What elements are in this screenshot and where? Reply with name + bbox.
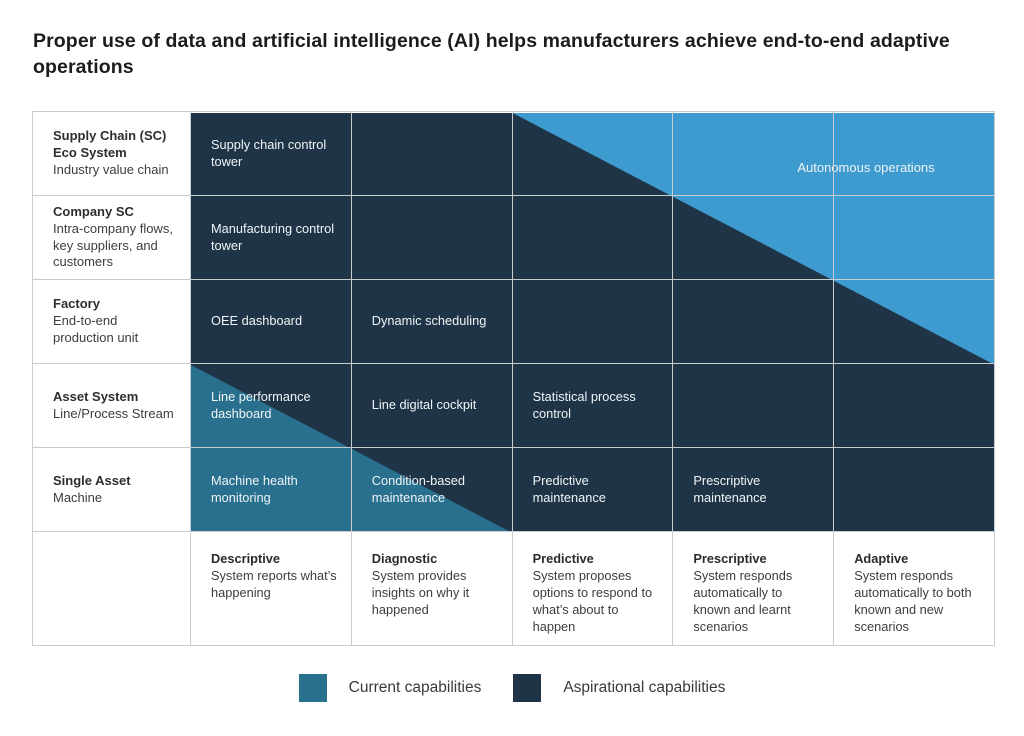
- cell-single-asset-predictive: Predictive maintenance: [512, 448, 674, 532]
- column-term: Diagnostic: [371, 551, 438, 566]
- footer-empty-cell: [33, 532, 191, 646]
- row-label-sub: Machine: [53, 489, 103, 505]
- row-label-title: Factory: [53, 296, 100, 312]
- cell-asset-system-prescriptive: [673, 364, 835, 448]
- column-term: Prescriptive: [693, 551, 767, 566]
- cell-factory-prescriptive: [673, 280, 835, 364]
- row-label-sub: Intra-company flows, key suppliers, and …: [53, 220, 173, 270]
- cell-supply-chain-diagnostic: [351, 112, 513, 196]
- legend-label-aspirational: Aspirational capabilities: [563, 679, 726, 696]
- aspirational-capabilities-swatch: [513, 674, 542, 702]
- row-label-single-asset: Single Asset Machine: [33, 448, 191, 532]
- row-label-title: Company SC: [53, 203, 134, 219]
- row-label-company-sc: Company SC Intra-company flows, key supp…: [33, 196, 191, 280]
- column-term: Adaptive: [854, 551, 909, 566]
- matrix-grid: Supply Chain (SC) Eco System Industry va…: [33, 112, 995, 646]
- cell-single-asset-descriptive: Machine health monitoring: [191, 448, 352, 532]
- cell-company-sc-predictive: [512, 196, 674, 280]
- autonomous-operations-label: Autonomous operations: [797, 160, 935, 175]
- column-term: Descriptive: [211, 551, 280, 566]
- cell-factory-descriptive: OEE dashboard: [191, 280, 352, 364]
- row-label-title: Supply Chain (SC) Eco System: [53, 128, 167, 161]
- column-definition-descriptive: Descriptive System reports what’s happen…: [191, 532, 352, 646]
- cell-supply-chain-adaptive: [834, 112, 995, 196]
- cell-supply-chain-prescriptive: [673, 112, 835, 196]
- cell-company-sc-adaptive: [834, 196, 995, 280]
- cell-company-sc-prescriptive: [673, 196, 835, 280]
- cell-text: Condition-based maintenance: [371, 472, 465, 505]
- cell-company-sc-diagnostic: [351, 196, 513, 280]
- row-label-supply-chain-eco-system: Supply Chain (SC) Eco System Industry va…: [33, 112, 191, 196]
- current-capabilities-swatch: [298, 674, 327, 702]
- cell-asset-system-descriptive: Line performance dashboard: [191, 364, 352, 448]
- matrix-color-layer: Autonomous operations: [191, 113, 995, 533]
- cell-single-asset-adaptive: [834, 448, 995, 532]
- cell-single-asset-diagnostic: Condition-based maintenance: [351, 448, 513, 532]
- column-term: Predictive: [532, 551, 594, 566]
- cell-text: Line digital cockpit: [371, 397, 477, 413]
- cell-text: Supply chain control tower: [211, 136, 327, 169]
- row-label-title: Single Asset: [53, 472, 131, 488]
- cell-text: Statistical process control: [532, 388, 636, 421]
- column-desc: System proposes options to respond to wh…: [532, 567, 653, 634]
- column-desc: System reports what’s happening: [211, 567, 337, 600]
- cell-factory-predictive: [512, 280, 674, 364]
- cell-asset-system-diagnostic: Line digital cockpit: [351, 364, 513, 448]
- cell-asset-system-predictive: Statistical process control: [512, 364, 674, 448]
- column-definition-adaptive: Adaptive System responds automatically t…: [834, 532, 995, 646]
- cell-text: Dynamic scheduling: [371, 313, 487, 329]
- cell-text: Machine health monitoring: [211, 472, 298, 505]
- row-label-factory: Factory End-to-end production unit: [33, 280, 191, 364]
- cell-text: Line performance dashboard: [211, 388, 311, 421]
- cell-single-asset-prescriptive: Prescriptive maintenance: [673, 448, 835, 532]
- cell-factory-diagnostic: Dynamic scheduling: [351, 280, 513, 364]
- cell-company-sc-descriptive: Manufacturing control tower: [191, 196, 352, 280]
- legend-item-current: Current capabilities: [298, 674, 482, 702]
- cell-text: Manufacturing control tower: [211, 220, 335, 253]
- row-label-title: Asset System: [53, 388, 139, 404]
- column-definition-diagnostic: Diagnostic System provides insights on w…: [351, 532, 513, 646]
- column-desc: System responds automatically to both kn…: [854, 567, 972, 634]
- cell-asset-system-adaptive: [834, 364, 995, 448]
- cell-supply-chain-descriptive: Supply chain control tower: [191, 112, 352, 196]
- cell-text: OEE dashboard: [211, 313, 303, 329]
- legend-label-current: Current capabilities: [348, 679, 482, 696]
- column-desc: System provides insights on why it happe…: [371, 567, 470, 617]
- capability-matrix: Autonomous operations Supply Chain (SC) …: [32, 111, 995, 646]
- column-desc: System responds automatically to known a…: [693, 567, 793, 634]
- page-title: Proper use of data and artificial intell…: [33, 30, 950, 78]
- legend: Current capabilities Aspirational capabi…: [0, 674, 1024, 702]
- cell-text: Prescriptive maintenance: [693, 472, 767, 505]
- row-label-asset-system: Asset System Line/Process Stream: [33, 364, 191, 448]
- cell-text: Predictive maintenance: [532, 472, 606, 505]
- row-label-sub: Line/Process Stream: [53, 405, 174, 421]
- row-label-sub: Industry value chain: [53, 161, 169, 177]
- column-definition-prescriptive: Prescriptive System responds automatical…: [673, 532, 835, 646]
- cell-factory-adaptive: [834, 280, 995, 364]
- cell-supply-chain-predictive: [512, 112, 674, 196]
- column-definition-predictive: Predictive System proposes options to re…: [512, 532, 674, 646]
- legend-item-aspirational: Aspirational capabilities: [513, 674, 725, 702]
- row-label-sub: End-to-end production unit: [53, 313, 139, 345]
